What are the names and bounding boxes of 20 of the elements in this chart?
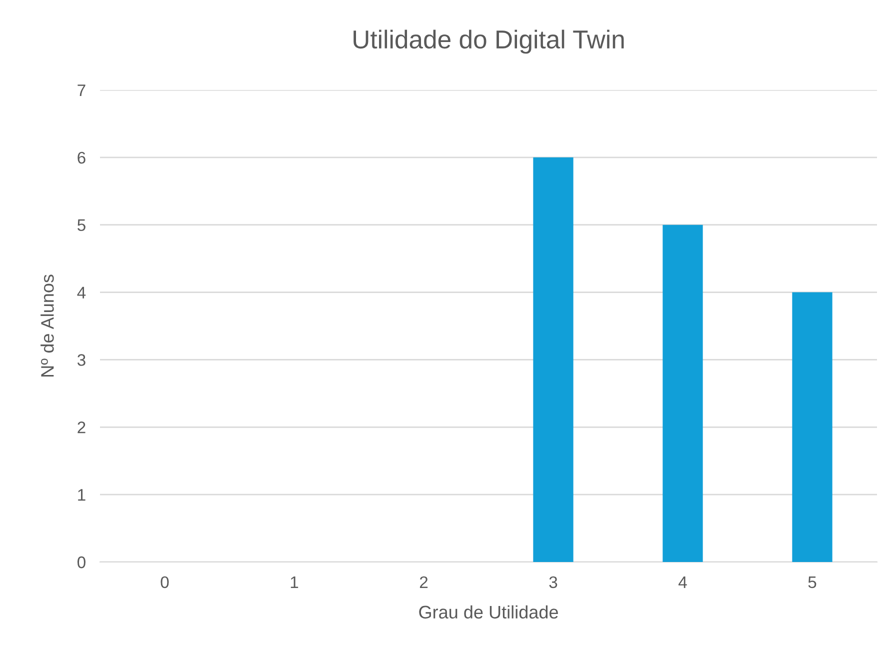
x-tick-label: 4 — [678, 576, 687, 588]
chart-title: Utilidade do Digital Twin — [354, 30, 624, 54]
y-tick-label: 0 — [77, 556, 86, 568]
x-tick-label: 0 — [160, 576, 169, 588]
y-tick-label: 2 — [78, 422, 86, 434]
x-axis-title: Grau de Utilidade — [419, 605, 558, 619]
y-tick-label: 6 — [78, 152, 86, 164]
x-tick-label: 3 — [549, 576, 558, 588]
y-tick-label: 1 — [78, 489, 86, 501]
x-tick-label: 5 — [808, 576, 816, 588]
y-tick-label: 7 — [78, 84, 86, 96]
bar — [533, 157, 574, 562]
y-tick-label: 5 — [78, 219, 86, 232]
y-tick-label: 4 — [77, 286, 86, 298]
bar — [792, 292, 832, 562]
x-tick-label: 1 — [290, 576, 298, 588]
x-tick-label: 2 — [420, 576, 428, 588]
bar — [662, 224, 703, 562]
y-axis-title: Nº de Alunos — [40, 274, 54, 376]
y-tick-label: 3 — [77, 354, 86, 366]
